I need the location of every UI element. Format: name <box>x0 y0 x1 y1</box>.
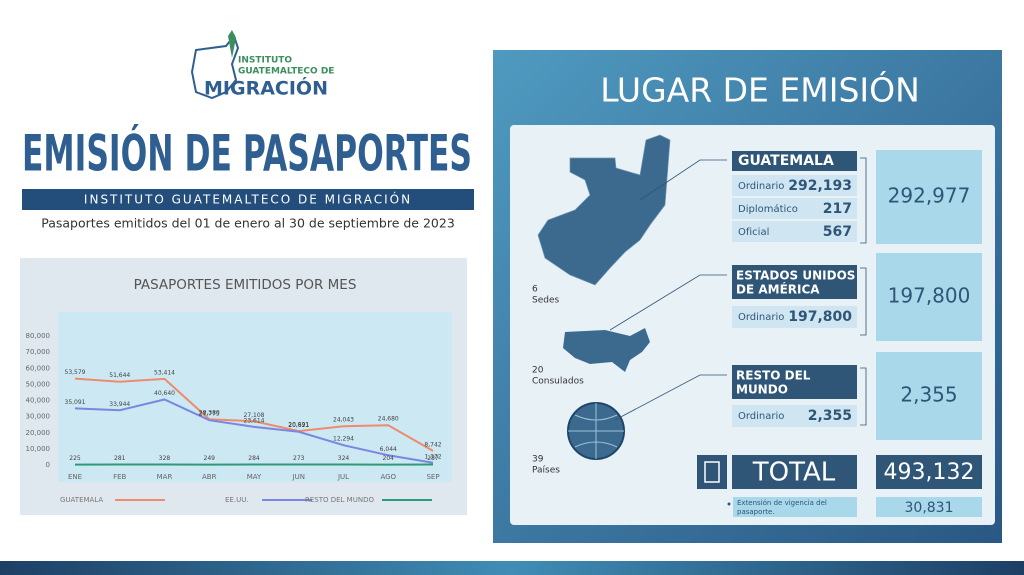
count: 39 <box>532 455 544 465</box>
data-label: 287 <box>427 455 439 462</box>
data-label: 8,742 <box>424 441 441 448</box>
data-label: 324 <box>338 455 350 462</box>
data-label: 27,108 <box>244 412 265 419</box>
count-label: Sedes <box>532 296 560 306</box>
logo-line: INSTITUTO <box>238 56 292 66</box>
row-value: 197,800 <box>788 309 852 325</box>
band-text: INSTITUTO GUATEMALTECO DE MIGRACIÓN <box>84 192 412 207</box>
count: 6 <box>532 285 538 295</box>
data-label: 6,044 <box>380 446 397 453</box>
subtitle: Pasaportes emitidos del 01 de enero al 3… <box>41 216 455 231</box>
row-label: Ordinario <box>738 411 784 422</box>
x-tick-label: SEP <box>426 473 439 481</box>
group-total: 2,355 <box>900 383 957 407</box>
row-label: Ordinario <box>738 181 784 192</box>
y-tick-label: 60,000 <box>26 364 51 372</box>
count-label: Consulados <box>532 377 584 387</box>
data-label: 1,372 <box>424 453 441 460</box>
group-total: 292,977 <box>888 184 971 208</box>
data-label: 28,380 <box>199 410 220 417</box>
y-tick-label: 50,000 <box>26 380 51 388</box>
y-tick-label: 40,000 <box>26 397 51 405</box>
chart-title: PASAPORTES EMITIDOS POR MES <box>134 277 357 293</box>
main-title: EMISIÓN DE PASAPORTES <box>22 124 472 183</box>
row-value: 217 <box>823 201 852 217</box>
row-label: Diplomático <box>738 203 798 215</box>
x-tick-label: ENE <box>68 473 82 481</box>
data-label: 51,644 <box>109 372 130 379</box>
title-band <box>22 189 474 210</box>
y-tick-label: 30,000 <box>26 413 51 421</box>
legend-label: GUATEMALA <box>60 496 103 504</box>
data-label: 328 <box>159 455 171 462</box>
data-label: 12,294 <box>333 436 354 443</box>
guatemala-map <box>537 134 671 286</box>
y-tick-label: 20,000 <box>26 429 51 437</box>
data-label: 249 <box>204 455 216 462</box>
plot-area <box>58 312 452 482</box>
data-label: 27,775 <box>199 411 220 418</box>
chart: 0 10,000 20,000 30,000 40,000 50,000 60,000 70,… <box>26 332 442 504</box>
row-value: 292,193 <box>788 178 852 194</box>
data-label: 35,091 <box>65 399 86 406</box>
panel-title: LUGAR DE EMISIÓN <box>600 70 920 110</box>
x-tick-label: JUN <box>292 473 305 481</box>
group-total: 197,800 <box>888 284 971 308</box>
row-label: Ordinario <box>738 312 784 323</box>
data-label: 281 <box>114 455 126 462</box>
group-name: MUNDO <box>736 383 788 397</box>
data-label: 284 <box>248 455 260 462</box>
x-tick-label: AGO <box>380 473 396 481</box>
usa-map <box>563 328 650 372</box>
group-name: GUATEMALA <box>738 153 834 169</box>
y-tick-label: 0 <box>46 461 50 469</box>
footer-stripe <box>0 561 1024 575</box>
row-label: Oficial <box>738 227 769 238</box>
y-tick-label: 10,000 <box>26 445 51 453</box>
data-label: 225 <box>69 455 81 462</box>
data-label: 53,579 <box>65 369 86 376</box>
logo-line: MIGRACIÓN <box>204 76 328 100</box>
data-label: 20,621 <box>288 422 309 429</box>
logo: INSTITUTO GUATEMALTECO DE MIGRACIÓN <box>190 30 334 100</box>
note-value: 30,831 <box>905 500 954 516</box>
group-name: ESTADOS UNIDOS <box>736 269 855 283</box>
data-label: 20,991 <box>288 422 309 429</box>
data-label: 33,944 <box>109 401 130 408</box>
data-label: 204 <box>383 455 395 462</box>
y-tick-label: 70,000 <box>26 348 51 356</box>
x-tick-label: MAY <box>247 473 262 481</box>
legend-label: EE.UU. <box>225 496 249 504</box>
data-label: 40,640 <box>154 390 175 397</box>
series-line <box>74 398 434 464</box>
y-tick-label: 80,000 <box>26 332 51 340</box>
x-tick-label: JUL <box>337 473 349 481</box>
note: Extensión de vigencia del <box>737 499 827 507</box>
legend-label: RESTO DEL MUNDO <box>305 496 374 504</box>
count-label: Países <box>532 466 560 476</box>
logo-line: GUATEMALTECO DE <box>238 67 334 77</box>
data-label: 24,680 <box>378 416 399 423</box>
row-value: 2,355 <box>808 408 852 424</box>
x-tick-label: FEB <box>113 473 126 481</box>
total-label: TOTAL <box>752 458 836 488</box>
data-label: 24,043 <box>333 417 354 424</box>
data-label: 53,414 <box>154 369 175 376</box>
row-value: 567 <box>823 224 852 240</box>
x-tick-label: MAR <box>157 473 173 481</box>
group-name: RESTO DEL <box>736 369 811 383</box>
count: 20 <box>532 366 544 376</box>
x-tick-label: ABR <box>202 473 217 481</box>
group-name: DE AMÉRICA <box>736 282 820 297</box>
series-line <box>74 377 434 452</box>
data-label: 23,614 <box>244 417 265 424</box>
data-label: 273 <box>293 455 305 462</box>
total-value: 493,132 <box>884 460 975 485</box>
note: pasaporte. <box>737 508 775 516</box>
